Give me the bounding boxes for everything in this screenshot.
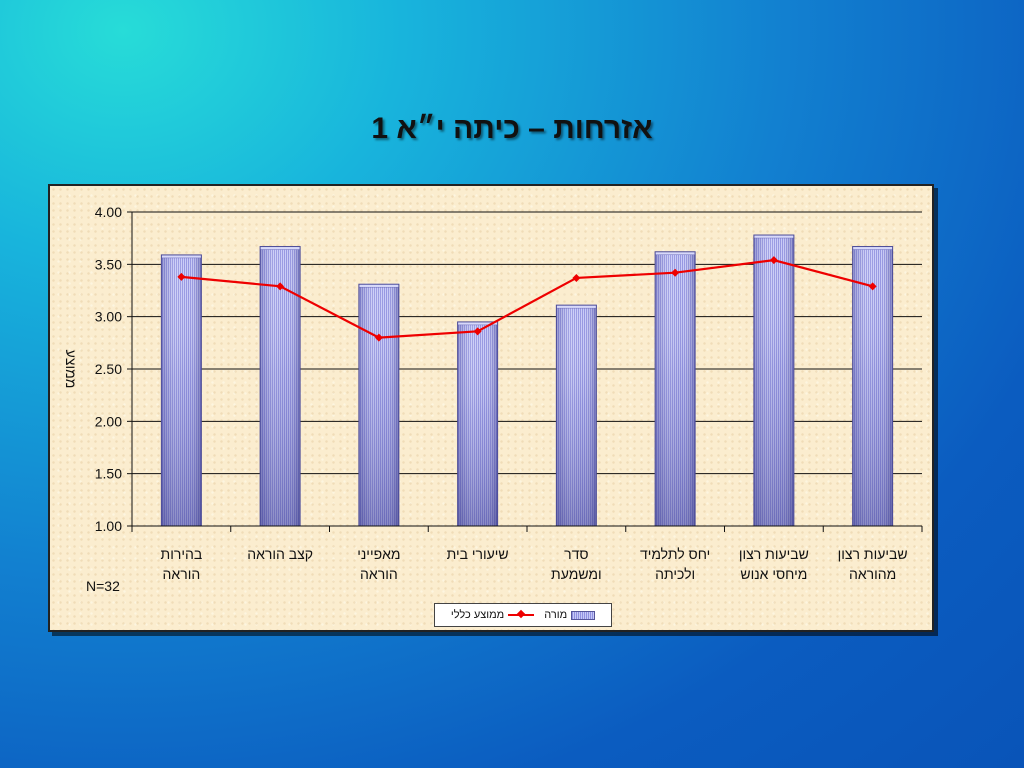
y-tick-label: 1.00 [95,518,122,534]
x-category-label-line: שביעות רצון [838,546,908,562]
legend-line-swatch [508,610,535,620]
line-point [868,282,877,291]
x-category-label: בהירות הוראה [161,546,203,582]
x-category-label-line: ולכיתה [655,566,695,582]
x-category-label-line: הוראה [360,566,398,582]
x-category-label: מאפייני הוראה [357,546,400,582]
x-category-label-line: שביעות רצון [739,546,809,562]
y-tick-label: 1.50 [95,466,122,482]
x-category-label-line: בהירות [161,546,203,562]
y-tick-label: 4.00 [95,204,122,220]
legend-bar-swatch [571,610,596,620]
x-category-label-line: קצב הוראה [247,546,313,562]
x-category-label: שביעות רצון מהוראה [838,546,908,582]
legend-item-bar: מורה [544,609,596,621]
y-tick-label: 3.50 [95,256,122,272]
line-point [473,327,482,336]
x-category-label-line: שיעורי בית [447,546,509,562]
x-category-label-line: סדר [564,546,588,562]
x-category-label: יחס לתלמיד ולכיתה [640,546,710,582]
x-category-label-line: מאפייני [357,546,400,562]
line-point [769,256,778,265]
bar-depth [753,235,794,526]
x-category-label: קצב הוראה [247,546,313,562]
x-category-label: סדר ומשמעת [551,546,602,582]
y-tick-label: 3.00 [95,309,122,325]
line-point [572,273,581,282]
legend-item-line: ממוצע כללי [450,609,535,621]
line-series-path [181,259,873,339]
x-category-label-line: ומשמעת [551,566,602,582]
legend-line-label: ממוצע כללי [450,609,505,621]
line-point [177,272,186,281]
x-category-label-line: מהוראה [849,566,896,582]
y-axis-label: ממוצע [63,350,79,389]
sample-size-note: N=32 [86,578,120,594]
line-point [374,333,383,342]
bar-depth [161,254,202,526]
slide-title: אזרחות – כיתה י״א 1 [371,112,653,145]
line-point [671,268,680,277]
bar-depth [655,251,696,527]
x-category-label: שביעות רצון מיחסי אנוש [739,546,809,582]
x-category-label-line: הוראה [163,566,201,582]
line-point [276,282,285,291]
x-category-label-line: יחס לתלמיד [640,546,710,562]
bar-depth [556,305,597,526]
x-category-label-line: מיחסי אנוש [740,566,807,582]
legend-bar-label: מורה [544,609,568,621]
bar-depth [358,284,399,526]
x-category-label: שיעורי בית [447,546,509,562]
bar-depth [852,246,893,527]
y-tick-label: 2.50 [95,361,122,377]
chart-legend: מורה ממוצע כללי [434,603,612,627]
y-tick-label: 2.00 [95,413,122,429]
bar-depth [457,321,498,526]
